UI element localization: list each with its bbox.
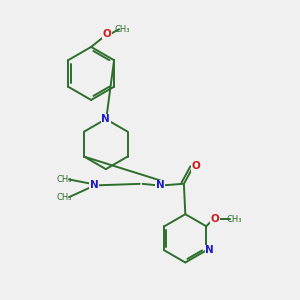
Text: O: O	[210, 214, 219, 224]
Text: CH₃: CH₃	[57, 193, 72, 202]
Text: CH₃: CH₃	[115, 25, 130, 34]
Text: CH₃: CH₃	[226, 215, 242, 224]
Text: N: N	[156, 180, 165, 190]
Text: O: O	[192, 161, 201, 171]
Text: CH₃: CH₃	[57, 175, 72, 184]
Text: N: N	[90, 180, 98, 190]
Text: O: O	[103, 29, 112, 39]
Text: N: N	[206, 245, 214, 255]
Text: N: N	[101, 114, 110, 124]
